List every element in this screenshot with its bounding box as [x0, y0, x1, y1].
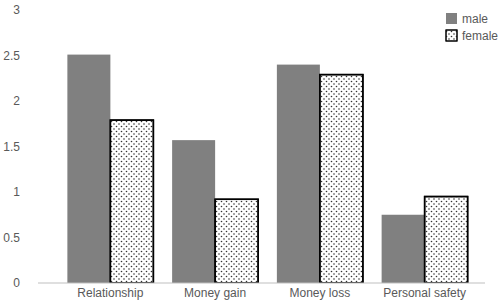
- legend-label: female: [462, 29, 498, 43]
- bar: [382, 215, 425, 283]
- chart: 0 0.5 1 1.5 2 2.5 3 Relationship Money gain Money…: [0, 0, 500, 301]
- y-tick-label: 0.5: [3, 231, 20, 245]
- bar-pattern: [320, 75, 363, 283]
- bars: [67, 55, 467, 283]
- y-tick-label: 3: [13, 3, 20, 17]
- bar: [67, 55, 110, 283]
- bar: [215, 199, 258, 283]
- legend-swatch-pattern: [446, 30, 457, 41]
- legend-label: male: [462, 12, 488, 26]
- x-tick-label: Personal safety: [383, 286, 466, 300]
- bar: [425, 197, 468, 283]
- x-tick-label: Money loss: [290, 286, 351, 300]
- bar: [320, 75, 363, 283]
- x-axis: [38, 283, 485, 284]
- bar-pattern: [110, 120, 153, 283]
- bar-pattern: [215, 199, 258, 283]
- x-tick-label: Relationship: [77, 286, 143, 300]
- y-tick-label: 2.5: [3, 49, 20, 63]
- legend-swatch: [446, 30, 457, 41]
- y-tick-label: 1.5: [3, 140, 20, 154]
- y-tick-label: 0: [13, 276, 20, 290]
- bar: [110, 120, 153, 283]
- y-tick-label: 2: [13, 94, 20, 108]
- y-tick-label: 1: [13, 185, 20, 199]
- legend-swatch: [446, 13, 457, 24]
- x-tick-label: Money gain: [184, 286, 246, 300]
- bar-pattern: [425, 197, 468, 283]
- bar: [277, 65, 320, 283]
- bar: [172, 140, 215, 283]
